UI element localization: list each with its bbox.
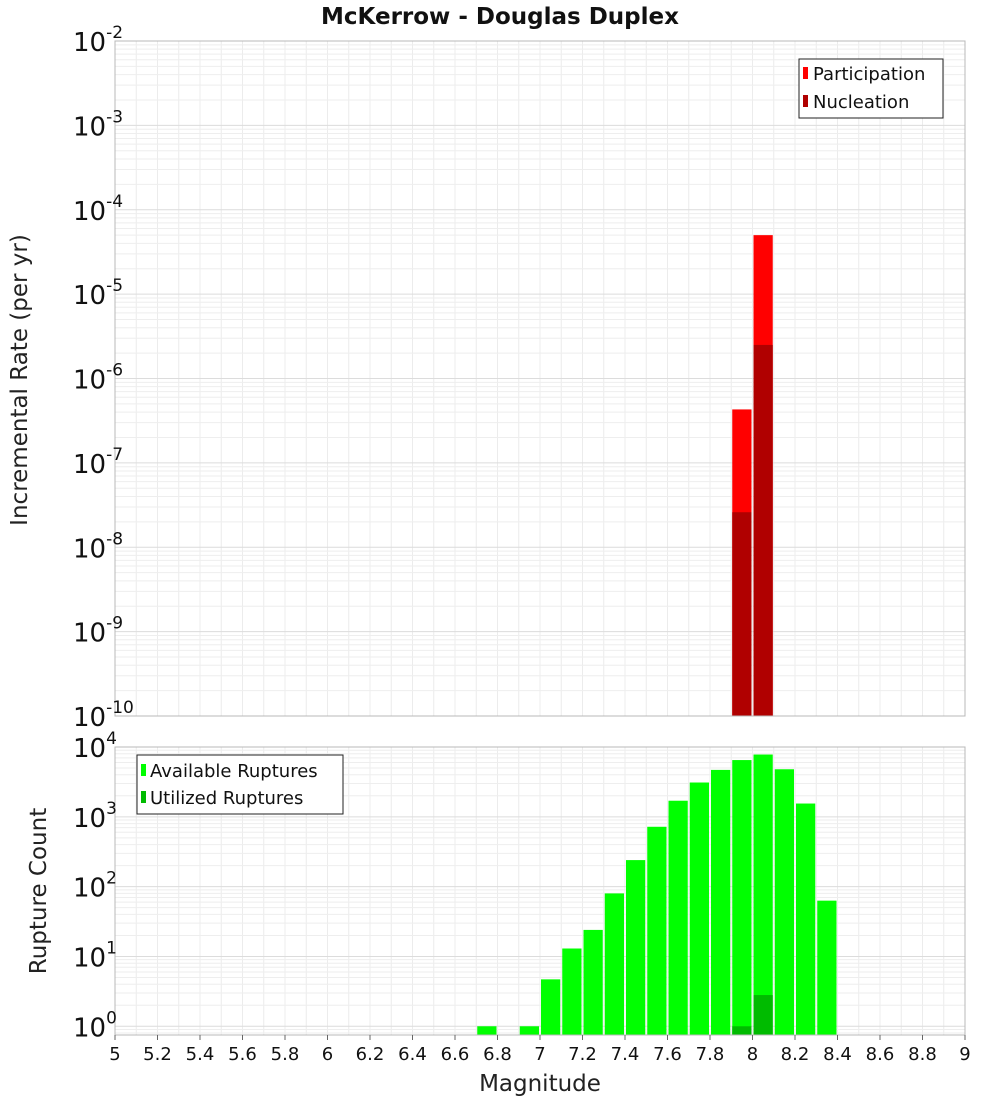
bottom-y-tick-label: 102 xyxy=(73,869,117,904)
top-nucleation-bar xyxy=(753,344,773,716)
x-tick-label: 7 xyxy=(534,1044,545,1065)
bottom-available-ruptures-bar xyxy=(604,893,624,1035)
bottom-available-ruptures-bar xyxy=(711,769,731,1035)
bottom-utilized-ruptures-bar xyxy=(732,1026,752,1035)
bottom-available-ruptures-bar xyxy=(796,803,816,1035)
x-tick-label: 8.8 xyxy=(908,1044,937,1065)
bottom-available-ruptures-bar xyxy=(626,860,646,1035)
x-tick-label: 8.2 xyxy=(781,1044,810,1065)
top-grid xyxy=(114,41,966,717)
top-y-ticks: 10-2 10-3 10-4 10-5 10-6 10-7 10-8 10-9 10-10 xyxy=(73,23,134,733)
x-tick-label: 9 xyxy=(959,1044,970,1065)
legend-participation-label: Participation xyxy=(813,64,925,85)
x-tick-label: 7.6 xyxy=(653,1044,682,1065)
x-tick-label: 8.6 xyxy=(866,1044,895,1065)
x-tick-label: 6.2 xyxy=(356,1044,385,1065)
bottom-y-tick-label: 101 xyxy=(73,938,117,973)
chart-title: McKerrow - Douglas Duplex xyxy=(321,4,679,30)
x-axis-label: Magnitude xyxy=(479,1071,601,1097)
top-nucleation-bar xyxy=(732,512,752,716)
x-tick-label: 7.2 xyxy=(568,1044,597,1065)
x-tick-label: 6.6 xyxy=(441,1044,470,1065)
top-y-tick-label: 10-3 xyxy=(73,107,123,142)
top-y-tick-label: 10-7 xyxy=(73,445,123,480)
legend-utilized-label: Utilized Ruptures xyxy=(150,788,303,809)
bottom-available-ruptures-bar xyxy=(647,826,667,1035)
bottom-available-ruptures-bar xyxy=(774,769,794,1035)
top-y-tick-label: 10-10 xyxy=(73,698,134,733)
x-tick-label: 5.6 xyxy=(228,1044,257,1065)
legend-utilized-swatch xyxy=(141,791,146,803)
top-y-axis-label: Incremental Rate (per yr) xyxy=(7,234,33,526)
legend-nucleation-label: Nucleation xyxy=(813,92,909,113)
bottom-available-ruptures-bar xyxy=(583,929,603,1035)
bottom-available-ruptures-bar xyxy=(668,800,688,1035)
top-y-tick-label: 10-4 xyxy=(73,192,123,227)
x-tick-label: 6.4 xyxy=(398,1044,427,1065)
bottom-y-tick-label: 104 xyxy=(73,729,117,764)
top-legend: Participation Nucleation xyxy=(798,58,944,119)
x-tick-label: 7.8 xyxy=(696,1044,725,1065)
bottom-available-ruptures-bar xyxy=(732,760,752,1035)
bottom-utilized-ruptures-bar xyxy=(753,995,773,1035)
bottom-panel: 104 103 102 101 100 Rupture Count Available … xyxy=(26,729,966,1043)
top-y-tick-label: 10-8 xyxy=(73,529,123,564)
bottom-available-ruptures-bar xyxy=(477,1026,497,1035)
x-tick-label: 7.4 xyxy=(611,1044,640,1065)
top-panel: 10-2 10-3 10-4 10-5 10-6 10-7 10-8 10-9 10-10 In… xyxy=(7,23,966,733)
bottom-bars xyxy=(477,754,837,1035)
bottom-available-ruptures-bar xyxy=(519,1026,539,1035)
legend-participation-swatch xyxy=(803,67,808,79)
x-tick-label: 6.8 xyxy=(483,1044,512,1065)
top-legend-box xyxy=(798,58,944,119)
top-y-tick-label: 10-2 xyxy=(73,23,123,58)
legend-available-swatch xyxy=(141,764,146,776)
top-bars xyxy=(732,235,773,716)
x-tick-label: 5 xyxy=(109,1044,120,1065)
legend-nucleation-swatch xyxy=(803,95,808,107)
bottom-y-tick-label: 100 xyxy=(73,1008,117,1043)
top-plot-frame xyxy=(114,40,966,717)
x-tick-label: 8.4 xyxy=(823,1044,852,1065)
bottom-available-ruptures-bar xyxy=(689,782,709,1035)
bottom-available-ruptures-bar xyxy=(817,900,837,1035)
x-tick-label: 8 xyxy=(747,1044,758,1065)
bottom-y-axis-label: Rupture Count xyxy=(26,808,52,974)
x-ticks: 5 5.2 5.4 5.6 5.8 6 6.2 6.4 6.6 6.8 7 7.2 7.4 7.6 7.8 8… xyxy=(109,1035,971,1065)
x-tick-label: 5.2 xyxy=(143,1044,172,1065)
bottom-available-ruptures-bar xyxy=(541,979,561,1035)
top-y-tick-label: 10-9 xyxy=(73,614,123,649)
bottom-y-ticks: 104 103 102 101 100 xyxy=(73,729,117,1043)
top-y-tick-label: 10-6 xyxy=(73,361,123,396)
x-tick-label: 6 xyxy=(322,1044,333,1065)
x-tick-label: 5.8 xyxy=(271,1044,300,1065)
x-tick-label: 5.4 xyxy=(186,1044,215,1065)
bottom-y-tick-label: 103 xyxy=(73,799,117,834)
top-y-tick-label: 10-5 xyxy=(73,276,123,311)
bottom-available-ruptures-bar xyxy=(562,948,582,1035)
legend-available-label: Available Ruptures xyxy=(150,761,318,782)
bottom-available-ruptures-bar xyxy=(753,754,773,1035)
bottom-legend: Available Ruptures Utilized Ruptures xyxy=(136,754,344,815)
bottom-legend-box xyxy=(136,754,344,815)
